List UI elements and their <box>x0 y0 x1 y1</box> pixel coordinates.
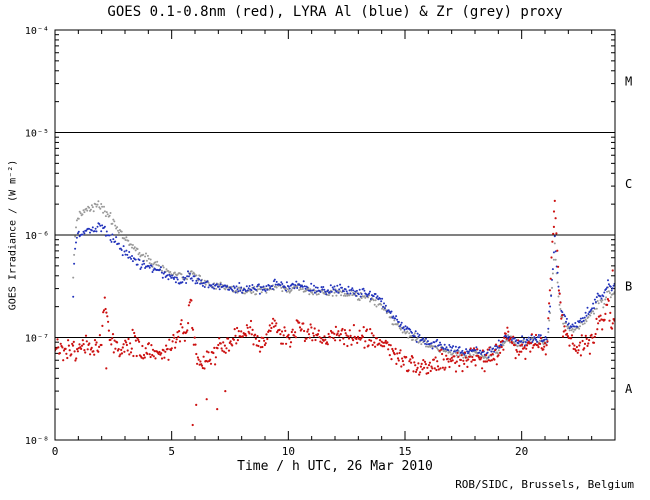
y-axis-label: GOES Irradiance / (W m⁻²) <box>7 159 19 311</box>
series-lyra-zr-grey <box>72 200 615 360</box>
flare-class-lines <box>55 132 615 338</box>
svg-text:C: C <box>625 177 632 191</box>
x-axis-label: Time / h UTC, 26 Mar 2010 <box>237 459 433 474</box>
svg-text:M: M <box>625 74 632 88</box>
svg-text:B: B <box>625 279 632 293</box>
svg-text:5: 5 <box>168 445 175 458</box>
svg-text:A: A <box>625 382 633 396</box>
svg-text:10⁻⁴: 10⁻⁴ <box>25 26 49 37</box>
chart-title: GOES 0.1-0.8nm (red), LYRA Al (blue) & Z… <box>107 4 563 20</box>
svg-text:10⁻⁷: 10⁻⁷ <box>25 334 49 345</box>
svg-text:10: 10 <box>282 445 295 458</box>
svg-text:20: 20 <box>515 445 528 458</box>
svg-text:15: 15 <box>398 445 411 458</box>
plot-frame <box>54 29 616 441</box>
flare-class-labels: M C B A <box>625 74 633 396</box>
axis-ticks <box>54 29 616 441</box>
series-goes-red <box>55 199 615 427</box>
svg-text:10⁻⁵: 10⁻⁵ <box>25 129 49 140</box>
svg-text:10⁻⁸: 10⁻⁸ <box>25 436 49 447</box>
svg-text:0: 0 <box>52 445 59 458</box>
credit-text: ROB/SIDC, Brussels, Belgium <box>455 478 634 491</box>
axis-tick-labels: 0 5 10 15 20 10⁻⁸ 10⁻⁷ 10⁻⁶ 10⁻⁵ 10⁻⁴ <box>25 26 528 458</box>
svg-text:10⁻⁶: 10⁻⁶ <box>25 231 49 242</box>
